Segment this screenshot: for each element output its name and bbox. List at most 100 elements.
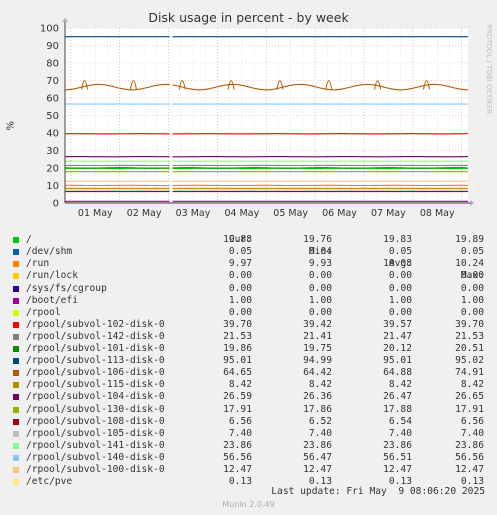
- legend-swatch: [13, 394, 19, 401]
- legend-min: 0.04: [308, 246, 332, 258]
- legend-swatch: [13, 261, 19, 268]
- legend-series-name: /rpool/subvol-142-disk-0: [26, 330, 165, 342]
- legend-min: 0.13: [308, 476, 332, 488]
- legend-row: /rpool/subvol-106-disk-0 64.65 64.42 64.88 7…: [0, 367, 497, 379]
- chart-grid: [65, 27, 468, 204]
- legend-max: 56.56: [455, 451, 484, 463]
- legend-swatch: [13, 237, 19, 244]
- legend-header-cur: Cur:: [228, 234, 252, 246]
- legend-min: 17.86: [303, 403, 332, 415]
- y-tick-label: 90: [46, 41, 59, 52]
- legend-swatch: [13, 273, 19, 280]
- legend-avg: 0.00: [388, 282, 412, 294]
- x-tick-label: 08 May: [420, 208, 455, 219]
- legend-row: /dev/shm 0.05 0.04 0.05 0.05: [0, 246, 497, 258]
- legend-avg: 7.40: [388, 427, 412, 439]
- series-peaks: [81, 80, 430, 90]
- rrdtool-credit: RRDTOOL / TOBI OETIKER: [486, 24, 493, 114]
- legend-avg: 95.01: [383, 355, 412, 367]
- legend-max: 23.86: [455, 439, 484, 451]
- legend-series-name: /run: [26, 258, 50, 270]
- legend-max: 17.91: [455, 403, 484, 415]
- legend-series-name: /rpool/subvol-140-disk-0: [26, 451, 165, 463]
- legend-series-name: /rpool/subvol-113-disk-0: [26, 355, 165, 367]
- legend-series-name: /rpool/subvol-108-disk-0: [26, 415, 165, 427]
- legend-avg: 8.42: [388, 379, 412, 391]
- x-tick-label: 04 May: [224, 208, 259, 219]
- legend-max: 10.24: [455, 258, 484, 270]
- legend-cur: 64.65: [223, 367, 252, 379]
- y-tick-label: 10: [46, 181, 59, 192]
- x-tick-label: 03 May: [176, 208, 211, 219]
- legend-series-name: /etc/pve: [26, 476, 73, 488]
- legend-min: 8.42: [308, 379, 332, 391]
- legend-avg: 0.00: [388, 270, 412, 282]
- legend-header-row: Cur: Min: Avg: Max:: [0, 222, 497, 281]
- legend-avg: 56.51: [383, 451, 412, 463]
- legend-row: /rpool/subvol-101-disk-0 19.86 19.75 20.12 2…: [0, 343, 497, 355]
- legend-cur: 8.42: [228, 379, 252, 391]
- y-tick-label: 60: [46, 94, 59, 105]
- legend-swatch: [13, 285, 19, 292]
- legend-min: 1.00: [308, 294, 332, 306]
- legend-cur: 9.97: [228, 258, 252, 270]
- legend-max: 20.51: [455, 343, 484, 354]
- legend-swatch: [13, 430, 19, 437]
- y-tick-label: 40: [46, 129, 59, 140]
- y-tick-label: 50: [46, 111, 59, 122]
- legend-avg: 19.83: [383, 234, 412, 246]
- legend-header-min: Min:: [308, 246, 332, 258]
- legend-min: 94.99: [303, 355, 332, 367]
- legend-avg: 12.47: [383, 464, 412, 475]
- legend-swatch: [13, 454, 19, 461]
- footer-version: Munin 2.0.49: [222, 500, 275, 509]
- legend-row: /rpool/subvol-115-disk-0 8.42 8.42 8.42 8.42: [0, 379, 497, 391]
- rrdtool-credit-text: RRDTOOL / TOBI OETIKER: [486, 24, 493, 114]
- legend-max: 7.40: [460, 427, 484, 439]
- legend-row: / 19.88 19.76 19.83 19.89: [0, 234, 497, 246]
- legend-header-max: Max:: [460, 270, 484, 282]
- legend-max: 0.13: [460, 476, 484, 488]
- legend-min: 6.52: [308, 415, 332, 427]
- legend-swatch: [13, 442, 19, 449]
- legend-avg: 1.00: [388, 294, 412, 306]
- legend-max: 39.70: [455, 318, 484, 330]
- legend-row: /rpool/subvol-108-disk-0 6.56 6.52 6.54 6.56: [0, 416, 497, 428]
- legend-cur: 1.00: [228, 294, 252, 306]
- legend-swatch: [13, 479, 19, 486]
- x-tick-label: 05 May: [273, 208, 308, 219]
- x-tick-label: 02 May: [127, 208, 162, 219]
- x-tick-label: 01 May: [78, 208, 113, 219]
- legend-swatch: [13, 382, 19, 389]
- legend-series-name: /rpool/subvol-115-disk-0: [26, 379, 165, 391]
- legend-min: 56.47: [303, 451, 332, 463]
- legend-avg: 39.57: [383, 318, 412, 330]
- legend-row: /rpool 0.00 0.00 0.00 0.00: [0, 307, 497, 319]
- legend-series-name: /rpool/subvol-130-disk-0: [26, 403, 165, 415]
- legend-max: 8.42: [460, 379, 484, 391]
- legend-row: /run/lock 0.00 0.00 0.00 0.00: [0, 270, 497, 282]
- legend-max: 74.91: [455, 367, 484, 379]
- legend-row: /rpool/subvol-140-disk-0 56.56 56.47 56.51 5…: [0, 452, 497, 464]
- y-tick-label: 80: [46, 59, 59, 70]
- legend-cur: 56.56: [223, 451, 252, 463]
- legend-swatch: [13, 358, 19, 365]
- legend-row: /sys/fs/cgroup 0.00 0.00 0.00 0.00: [0, 283, 497, 295]
- legend-cur: 19.86: [223, 343, 252, 354]
- y-axis-arrow: [62, 18, 68, 22]
- chart-axes: [62, 18, 474, 206]
- legend-swatch: [13, 346, 19, 352]
- legend-cur: 7.40: [228, 427, 252, 439]
- legend-series-name: /dev/shm: [26, 246, 73, 258]
- legend-max: 26.65: [455, 391, 484, 403]
- legend-row: /run 9.97 9.93 10.08 10.24: [0, 258, 497, 270]
- legend-swatch: [13, 406, 19, 413]
- legend-cur: 19.88: [223, 234, 252, 246]
- legend-min: 7.40: [308, 427, 332, 439]
- legend-cur: 0.13: [228, 476, 252, 488]
- legend-row: /rpool/subvol-102-disk-0 39.70 39.42 39.57 3…: [0, 319, 497, 331]
- legend-avg: 23.86: [383, 439, 412, 451]
- legend-max: 19.89: [455, 234, 484, 246]
- legend-avg: 10.08: [383, 258, 412, 270]
- y-tick-label: 20: [46, 164, 59, 175]
